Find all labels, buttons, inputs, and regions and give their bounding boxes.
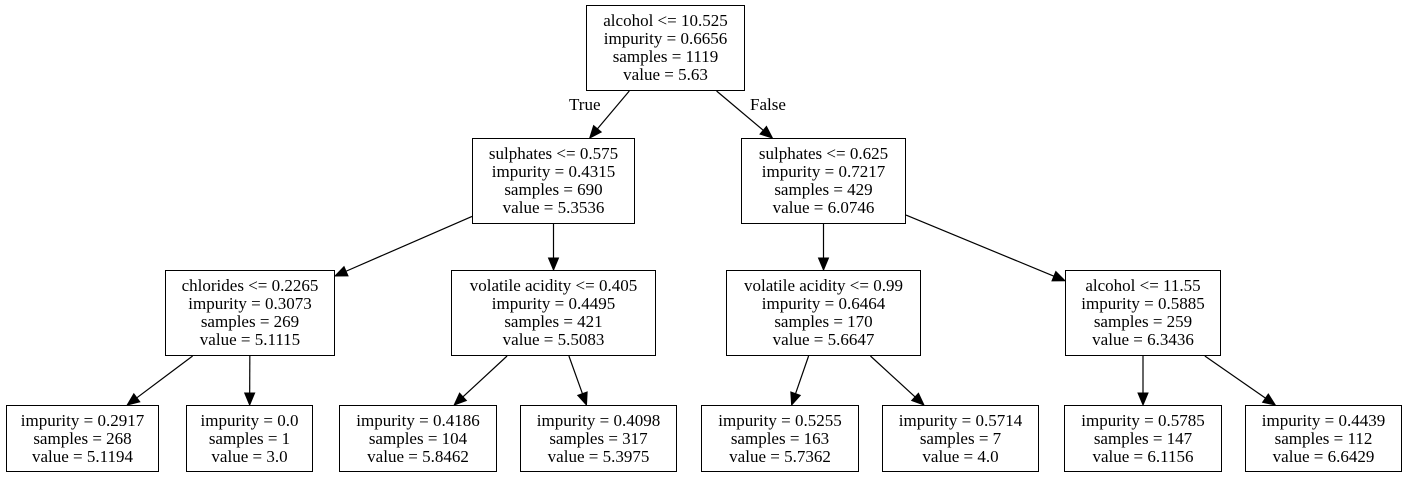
- node-split-label: chlorides <= 0.2265: [181, 276, 319, 295]
- edge-line: [1204, 355, 1266, 399]
- edge-arrowhead: [790, 391, 802, 407]
- tree-node-sulphates-left: sulphates <= 0.575 impurity = 0.4315 sam…: [472, 138, 635, 224]
- edge-arrowhead: [588, 124, 603, 139]
- node-samples: samples = 170: [774, 312, 873, 331]
- node-samples: samples = 269: [200, 312, 300, 331]
- node-split-label: sulphates <= 0.575: [488, 144, 619, 163]
- node-impurity: impurity = 0.4098: [536, 410, 661, 430]
- node-samples: samples = 112: [1274, 428, 1373, 448]
- edge-arrowhead: [910, 392, 925, 406]
- node-impurity: impurity = 0.4315: [491, 162, 616, 181]
- edge-arrowhead: [126, 392, 141, 406]
- node-impurity: impurity = 0.5255: [718, 410, 842, 430]
- tree-leaf: impurity = 0.4439 samples = 112 value = …: [1245, 405, 1402, 472]
- node-value: value = 6.3436: [1092, 330, 1194, 349]
- node-value: value = 5.7362: [729, 446, 831, 466]
- node-value: value = 6.0746: [772, 198, 875, 217]
- tree-node-volatile-acidity-right: volatile acidity <= 0.99 impurity = 0.64…: [726, 270, 921, 356]
- node-split-label: sulphates <= 0.625: [758, 144, 889, 163]
- tree-node-root: alcohol <= 10.525 impurity = 0.6656 samp…: [586, 5, 745, 91]
- node-impurity: impurity = 0.0: [200, 410, 299, 430]
- tree-leaf: impurity = 0.5785 samples = 147 value = …: [1064, 405, 1222, 472]
- tree-leaf: impurity = 0.4098 samples = 317 value = …: [520, 405, 677, 472]
- node-value: value = 5.6647: [772, 330, 875, 349]
- edge-arrowhead: [759, 125, 774, 139]
- tree-leaf: impurity = 0.0 samples = 1 value = 3.0: [186, 405, 313, 472]
- node-impurity: impurity = 0.4439: [1261, 410, 1386, 430]
- node-impurity: impurity = 0.5785: [1081, 410, 1205, 430]
- node-value: value = 4.0: [922, 446, 999, 466]
- node-impurity: impurity = 0.4186: [356, 410, 480, 430]
- node-samples: samples = 317: [549, 428, 648, 448]
- node-impurity: impurity = 0.6656: [603, 29, 728, 48]
- node-impurity: impurity = 0.5714: [898, 410, 1023, 430]
- node-value: value = 5.5083: [502, 330, 605, 349]
- tree-leaf: impurity = 0.5255 samples = 163 value = …: [701, 405, 859, 472]
- edge-arrowhead: [576, 391, 588, 407]
- branch-label-false: False: [750, 95, 786, 114]
- edge-arrowhead: [547, 257, 560, 272]
- node-samples: samples = 1: [208, 428, 291, 448]
- node-impurity: impurity = 0.4495: [491, 294, 616, 313]
- node-samples: samples = 163: [730, 428, 830, 448]
- tree-node-volatile-acidity-left: volatile acidity <= 0.405 impurity = 0.4…: [451, 270, 656, 356]
- node-impurity: impurity = 0.2917: [20, 410, 145, 430]
- tree-node-sulphates-right: sulphates <= 0.625 impurity = 0.7217 sam…: [741, 138, 906, 224]
- branch-label-true: True: [569, 95, 601, 114]
- edge-line: [905, 214, 1055, 277]
- edge-line: [568, 355, 584, 394]
- node-samples: samples = 1119: [612, 47, 719, 66]
- node-impurity: impurity = 0.7217: [761, 162, 886, 181]
- tree-leaf: impurity = 0.4186 samples = 104 value = …: [339, 405, 497, 472]
- node-samples: samples = 147: [1093, 428, 1193, 448]
- node-value: value = 6.1156: [1092, 446, 1194, 466]
- edge-arrowhead: [333, 265, 349, 277]
- node-samples: samples = 421: [504, 312, 603, 331]
- edge-arrowhead: [243, 392, 256, 407]
- node-split-label: volatile acidity <= 0.99: [744, 276, 903, 295]
- node-value: value = 5.3975: [547, 446, 650, 466]
- edge-line: [716, 90, 764, 131]
- node-value: value = 5.3536: [502, 198, 605, 217]
- edge-line: [596, 90, 630, 130]
- edge-line: [794, 355, 810, 394]
- node-value: value = 3.0: [211, 446, 288, 466]
- node-value: value = 5.8462: [367, 446, 469, 466]
- edge-arrowhead: [1137, 392, 1149, 407]
- edge-arrowhead: [817, 257, 830, 272]
- node-samples: samples = 429: [774, 180, 873, 199]
- edge-line: [345, 215, 473, 272]
- node-samples: samples = 104: [368, 428, 468, 448]
- edge-line: [870, 355, 916, 398]
- node-split-label: volatile acidity <= 0.405: [469, 276, 638, 295]
- node-value: value = 5.63: [623, 65, 708, 84]
- node-split-label: alcohol <= 10.525: [603, 11, 728, 30]
- node-samples: samples = 690: [504, 180, 603, 199]
- tree-leaf: impurity = 0.2917 samples = 268 value = …: [6, 405, 159, 472]
- node-value: value = 5.1115: [199, 330, 301, 349]
- node-value: value = 6.6429: [1272, 446, 1375, 466]
- node-value: value = 5.1194: [31, 446, 134, 466]
- edge-arrowhead: [1051, 270, 1067, 282]
- node-split-label: alcohol <= 11.55: [1085, 276, 1201, 295]
- node-samples: samples = 7: [919, 428, 1002, 448]
- tree-node-chlorides: chlorides <= 0.2265 impurity = 0.3073 sa…: [165, 270, 335, 356]
- node-impurity: impurity = 0.6464: [761, 294, 886, 313]
- node-samples: samples = 259: [1093, 312, 1193, 331]
- tree-leaf: impurity = 0.5714 samples = 7 value = 4.…: [882, 405, 1039, 472]
- edge-line: [136, 355, 193, 399]
- edge-line: [462, 355, 508, 398]
- tree-node-alcohol-right: alcohol <= 11.55 impurity = 0.5885 sampl…: [1065, 270, 1221, 356]
- edge-arrowhead: [453, 392, 468, 406]
- node-impurity: impurity = 0.3073: [188, 294, 312, 313]
- node-impurity: impurity = 0.5885: [1081, 294, 1205, 313]
- edge-arrowhead: [1261, 393, 1277, 406]
- node-samples: samples = 268: [33, 428, 132, 448]
